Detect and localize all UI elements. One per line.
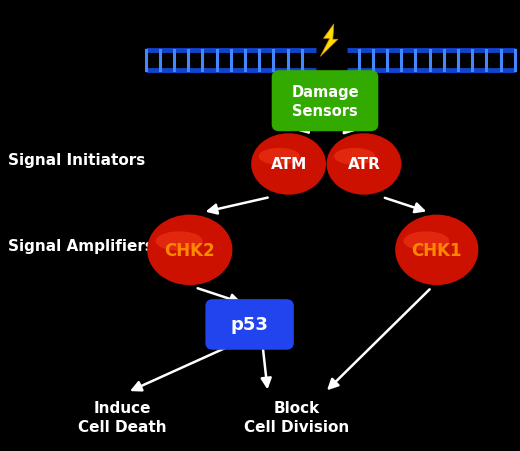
Text: ATR: ATR — [347, 157, 381, 172]
Ellipse shape — [258, 148, 300, 166]
Text: ATM: ATM — [270, 157, 307, 172]
Ellipse shape — [327, 134, 401, 195]
Text: Damage
Sensors: Damage Sensors — [291, 85, 359, 118]
Ellipse shape — [395, 215, 478, 285]
Text: CHK1: CHK1 — [411, 241, 462, 259]
Ellipse shape — [334, 148, 375, 166]
Ellipse shape — [404, 232, 449, 251]
Polygon shape — [320, 25, 338, 57]
FancyBboxPatch shape — [205, 299, 294, 350]
Text: Signal Initiators: Signal Initiators — [8, 152, 145, 168]
Text: p53: p53 — [231, 316, 268, 334]
Ellipse shape — [251, 134, 326, 195]
FancyBboxPatch shape — [271, 71, 378, 132]
Ellipse shape — [147, 215, 232, 285]
Ellipse shape — [155, 232, 203, 251]
Text: CHK2: CHK2 — [164, 241, 215, 259]
Text: Induce
Cell Death: Induce Cell Death — [78, 400, 166, 434]
Text: Signal Amplifiers: Signal Amplifiers — [8, 238, 154, 253]
Text: Block
Cell Division: Block Cell Division — [244, 400, 349, 434]
